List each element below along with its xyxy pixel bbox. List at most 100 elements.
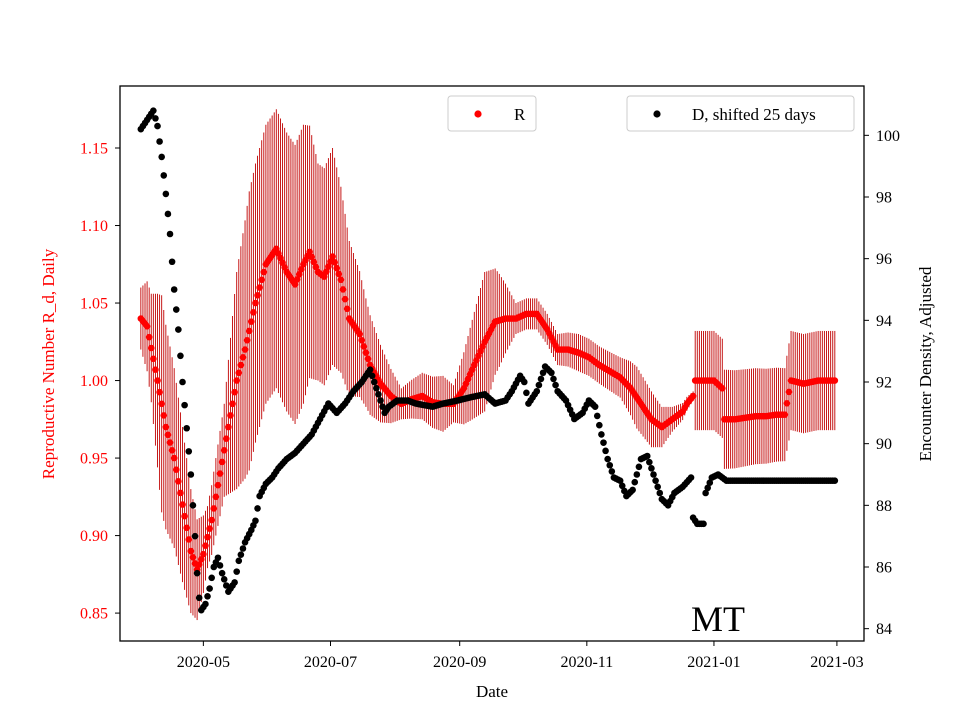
r-point (179, 501, 186, 508)
d-point (535, 381, 543, 389)
r-point (341, 295, 349, 303)
d-point (204, 592, 211, 600)
r-point (295, 271, 303, 278)
d-point (616, 477, 624, 484)
d-point (831, 477, 839, 484)
right-y-tick-label: 88 (876, 498, 892, 515)
r-point (210, 505, 218, 512)
d-point (654, 483, 661, 491)
d-point (629, 486, 636, 494)
r-point (154, 377, 161, 384)
legend-d-frame (626, 95, 855, 132)
r-point (181, 512, 188, 520)
r-point (252, 299, 259, 307)
d-point (702, 489, 709, 497)
r-point (245, 327, 253, 335)
d-point (189, 502, 197, 509)
legend-r-marker (474, 110, 482, 118)
r-point (206, 525, 213, 532)
r-point (291, 281, 299, 288)
r-point (218, 458, 226, 466)
r-point (783, 399, 791, 407)
d-point (152, 115, 159, 122)
d-point (214, 554, 222, 562)
d-point (552, 381, 559, 389)
d-point (370, 378, 378, 386)
d-point (231, 579, 238, 586)
r-point (356, 330, 363, 338)
d-point (548, 369, 555, 377)
d-point (373, 384, 380, 392)
r-point (162, 423, 170, 431)
r-point (360, 343, 368, 350)
x-tick-label: 2020-05 (177, 654, 230, 671)
r-point (156, 388, 163, 396)
d-point (648, 465, 655, 472)
d-point (650, 471, 657, 478)
right-y-axis-title: Encounter Density, Adjusted (916, 266, 935, 461)
d-point (166, 230, 174, 238)
r-point (216, 470, 224, 477)
d-point (523, 389, 530, 397)
d-point (600, 439, 607, 446)
d-point (377, 397, 384, 404)
d-point (631, 478, 639, 486)
r-point (170, 454, 178, 462)
d-point (539, 369, 547, 377)
d-point (521, 378, 528, 386)
d-point (646, 458, 653, 466)
r-point (306, 248, 313, 256)
d-point (175, 326, 182, 333)
r-point (364, 355, 372, 363)
d-point (193, 569, 201, 577)
d-point (366, 366, 374, 373)
d-point (252, 517, 259, 525)
r-point (168, 447, 176, 454)
legend-r-frame (447, 95, 537, 132)
right-y-tick-label: 94 (876, 313, 892, 330)
r-point (831, 377, 839, 384)
x-axis-ticks: 2020-05 2020-07 2020-09 2020-11 2021-01 2021-… (177, 641, 864, 671)
d-point (191, 532, 199, 540)
r-point (325, 263, 332, 270)
r-point (256, 284, 263, 291)
r-point (183, 524, 190, 532)
right-y-tick-label: 90 (876, 436, 892, 453)
d-point (533, 387, 541, 395)
r-point (220, 447, 228, 454)
r-point (258, 276, 266, 284)
d-point (375, 391, 382, 398)
right-y-tick-label: 86 (876, 560, 892, 577)
r-point (222, 435, 230, 442)
d-point (608, 468, 616, 475)
r-point (243, 336, 251, 344)
left-y-tick-label: 1.00 (80, 373, 108, 390)
r-point (195, 561, 203, 568)
r-point (160, 412, 168, 419)
d-point (206, 585, 213, 592)
left-y-axis-ticks: 0.85 0.90 0.95 1.00 1.05 1.10 1.15 (80, 141, 120, 623)
r-point (343, 305, 351, 313)
r-point (781, 411, 789, 418)
d-point (160, 172, 168, 179)
r-point (333, 264, 341, 272)
r-point (235, 369, 243, 377)
r-point (331, 259, 338, 266)
d-point (618, 482, 626, 490)
left-y-tick-label: 1.05 (80, 296, 108, 313)
d-point (156, 138, 163, 145)
legend-d-label: D, shifted 25 days (692, 105, 816, 124)
d-point (164, 210, 172, 218)
d-point (706, 479, 714, 487)
r-point (185, 536, 193, 543)
r-point (241, 346, 249, 353)
r-point (260, 268, 268, 276)
right-y-axis-ticks: 84 86 88 90 92 94 96 98 100 (864, 128, 900, 638)
r-point (143, 322, 151, 330)
right-y-tick-label: 100 (876, 128, 900, 145)
legend-d: D, shifted 25 days (626, 95, 855, 132)
r-point (339, 286, 347, 293)
legend-d-marker (653, 110, 661, 118)
x-tick-label: 2020-07 (304, 654, 357, 671)
